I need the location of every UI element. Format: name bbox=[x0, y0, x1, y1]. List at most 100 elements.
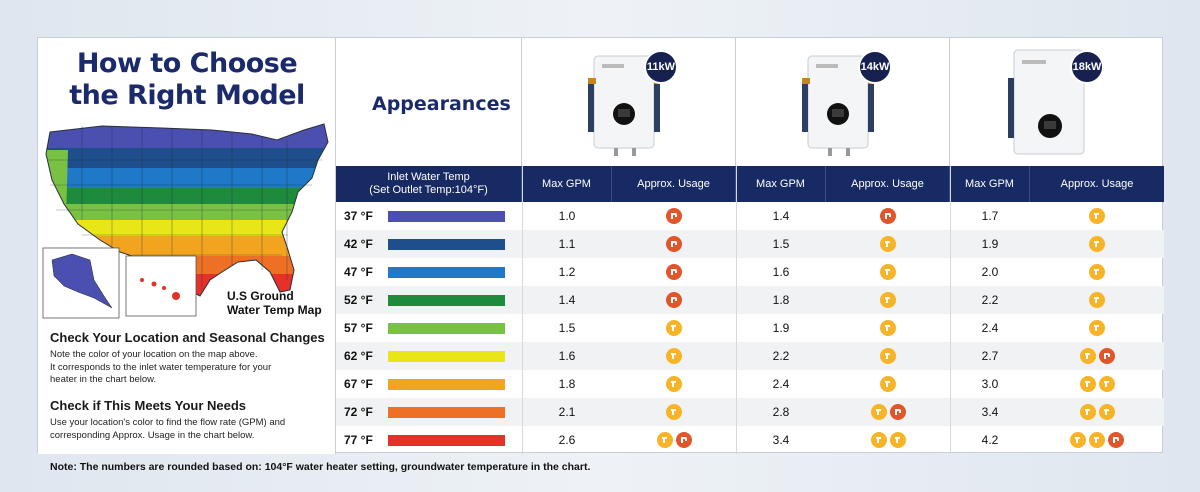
approx-usage-cell bbox=[1030, 314, 1164, 342]
model-11kw-image-cell: 11kW bbox=[522, 38, 736, 166]
faucet-icon bbox=[1089, 264, 1105, 280]
max-gpm-value: 2.7 bbox=[981, 349, 999, 363]
faucet-icon bbox=[1098, 404, 1115, 420]
map-label-line-2: Water Temp Map bbox=[227, 303, 322, 317]
check-needs-line-1: Use your location's color to find the fl… bbox=[50, 417, 286, 428]
temp-color-bar bbox=[388, 379, 505, 390]
model-14kw-image-cell: 14kW bbox=[736, 38, 950, 166]
max-gpm-value: 2.6 bbox=[558, 433, 576, 447]
table-row: 47 °F 1.2 1.6 2.0 bbox=[336, 258, 1164, 286]
approx-usage-cell bbox=[612, 286, 736, 314]
model-14kw-badge: 14kW bbox=[858, 50, 892, 84]
temp-color-bar bbox=[388, 323, 505, 334]
inlet-temp-value: 42 °F bbox=[344, 237, 373, 251]
column-divider bbox=[522, 166, 523, 454]
faucet-icon bbox=[1079, 348, 1096, 364]
inlet-temp-value: 67 °F bbox=[344, 377, 373, 391]
faucet-icon bbox=[1070, 432, 1086, 448]
approx-usage-cell bbox=[826, 342, 950, 370]
check-location-line-2: It corresponds to the inlet water temper… bbox=[50, 361, 272, 373]
shower-icon bbox=[675, 432, 692, 448]
approx-usage-cell bbox=[1030, 286, 1164, 314]
table-row: 37 °F 1.0 1.4 1.7 bbox=[336, 202, 1164, 230]
shower-icon bbox=[1108, 432, 1124, 448]
inlet-temp-value: 62 °F bbox=[344, 349, 373, 363]
table-row: 42 °F 1.1 1.5 1.9 bbox=[336, 230, 1164, 258]
approx-usage-cell bbox=[826, 286, 950, 314]
title-line-1: How to Choose bbox=[76, 48, 298, 79]
model-18kw-image-cell: 18kW bbox=[950, 38, 1164, 166]
inlet-temp-header: Inlet Water Temp (Set Outlet Temp:104°F) bbox=[336, 166, 522, 202]
approx-usage-cell bbox=[826, 202, 950, 230]
faucet-icon bbox=[666, 320, 682, 336]
appearances-cell: Appearances bbox=[336, 38, 522, 166]
max-gpm-value: 1.4 bbox=[772, 209, 790, 223]
shower-icon bbox=[1098, 348, 1115, 364]
faucet-icon bbox=[880, 376, 896, 392]
table-row: 57 °F 1.5 1.9 2.4 bbox=[336, 314, 1164, 342]
faucet-icon bbox=[880, 236, 896, 252]
approx-usage-cell bbox=[612, 202, 736, 230]
shower-icon bbox=[666, 292, 682, 308]
approx-usage-cell bbox=[612, 426, 736, 454]
approx-usage-cell bbox=[826, 370, 950, 398]
approx-usage-cell bbox=[826, 426, 950, 454]
model-11kw-badge: 11kW bbox=[644, 50, 678, 84]
max-gpm-value: 1.1 bbox=[558, 237, 576, 251]
approx-usage-cell bbox=[826, 258, 950, 286]
usage-header-11kw: Approx. Usage bbox=[612, 166, 736, 202]
max-gpm-header-11kw: Max GPM bbox=[522, 166, 612, 202]
check-location-heading: Check Your Location and Seasonal Changes bbox=[50, 330, 325, 345]
faucet-icon bbox=[1089, 292, 1105, 308]
inlet-temp-value: 37 °F bbox=[344, 209, 373, 223]
max-gpm-value: 1.9 bbox=[981, 237, 999, 251]
max-gpm-value: 1.6 bbox=[772, 265, 790, 279]
shower-icon bbox=[666, 208, 682, 224]
faucet-icon bbox=[1089, 208, 1105, 224]
max-gpm-value: 3.4 bbox=[981, 405, 999, 419]
temp-color-bar bbox=[388, 435, 505, 446]
approx-usage-cell bbox=[612, 314, 736, 342]
water-heater-14kw-image bbox=[802, 55, 876, 156]
faucet-icon bbox=[870, 432, 887, 448]
inlet-temp-value: 77 °F bbox=[344, 433, 373, 447]
faucet-icon bbox=[656, 432, 673, 448]
approx-usage-cell bbox=[1030, 342, 1164, 370]
shower-icon bbox=[889, 404, 906, 420]
table-row: 67 °F 1.8 2.4 3.0 bbox=[336, 370, 1164, 398]
faucet-icon bbox=[1098, 376, 1115, 392]
max-gpm-value: 1.5 bbox=[558, 321, 576, 335]
shower-icon bbox=[666, 264, 682, 280]
max-gpm-value: 3.0 bbox=[981, 377, 999, 391]
comparison-table: Appearances 11kW bbox=[336, 38, 1164, 454]
column-divider bbox=[736, 166, 737, 454]
approx-usage-cell bbox=[1030, 230, 1164, 258]
check-location-line-1: Note the color of your location on the m… bbox=[50, 349, 258, 360]
shower-icon bbox=[880, 208, 896, 224]
max-gpm-value: 2.2 bbox=[981, 293, 999, 307]
faucet-icon bbox=[880, 320, 896, 336]
max-gpm-value: 1.4 bbox=[558, 293, 576, 307]
faucet-icon bbox=[880, 292, 896, 308]
left-panel: How to Choose the Right Model bbox=[38, 38, 336, 454]
page-title: How to Choose the Right Model bbox=[38, 48, 336, 112]
approx-usage-cell bbox=[612, 258, 736, 286]
model-18kw-badge: 18kW bbox=[1070, 50, 1104, 84]
approx-usage-cell bbox=[1030, 398, 1164, 426]
temp-color-bar bbox=[388, 407, 505, 418]
faucet-icon bbox=[1089, 320, 1105, 336]
inlet-header-line-2: (Set Outlet Temp:104°F) bbox=[369, 184, 488, 196]
table-row: 77 °F 2.6 3.4 4.2 bbox=[336, 426, 1164, 454]
inlet-temp-value: 57 °F bbox=[344, 321, 373, 335]
max-gpm-value: 2.4 bbox=[772, 377, 790, 391]
max-gpm-value: 2.1 bbox=[558, 405, 576, 419]
max-gpm-header-14kw: Max GPM bbox=[736, 166, 826, 202]
check-location-text: Note the color of your location on the m… bbox=[50, 349, 330, 387]
faucet-icon bbox=[870, 404, 887, 420]
table-row: 62 °F 1.6 2.2 2.7 bbox=[336, 342, 1164, 370]
max-gpm-value: 3.4 bbox=[772, 433, 790, 447]
faucet-icon bbox=[880, 348, 896, 364]
temp-color-bar bbox=[388, 295, 505, 306]
inlet-temp-value: 47 °F bbox=[344, 265, 373, 279]
max-gpm-value: 1.6 bbox=[558, 349, 576, 363]
